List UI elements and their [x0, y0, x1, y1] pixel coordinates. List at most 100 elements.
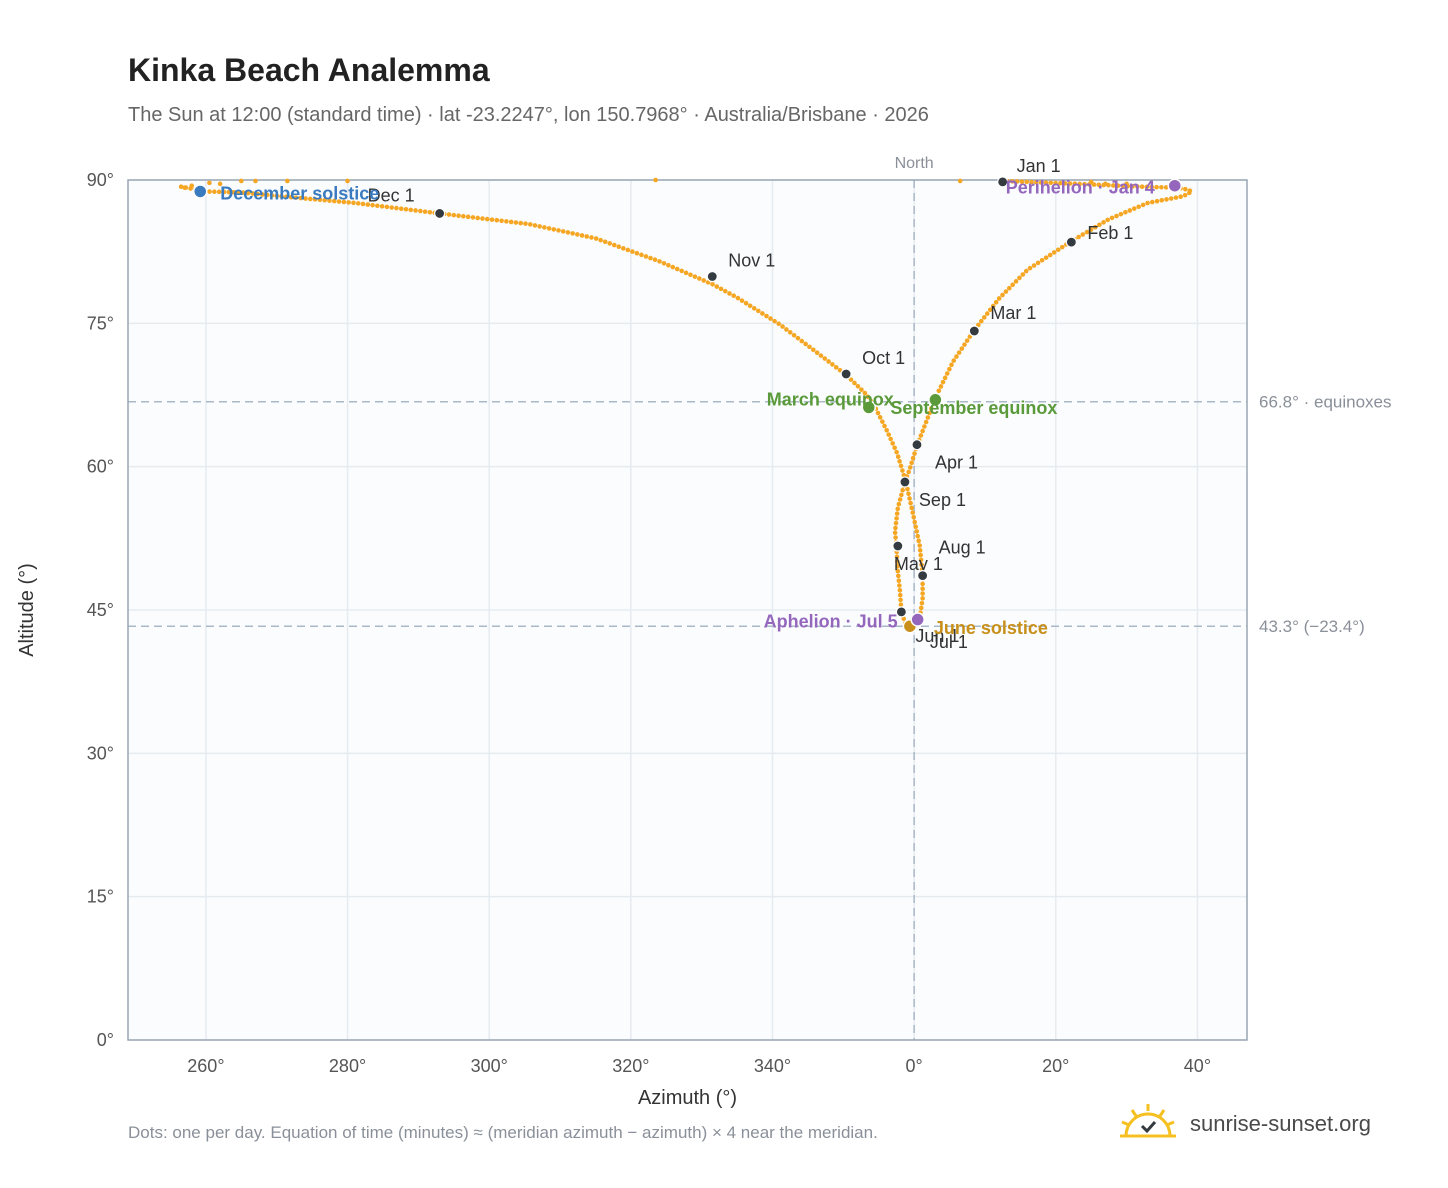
daily-dot: [915, 533, 921, 539]
daily-dot: [384, 204, 390, 210]
x-tick-label: 260°: [187, 1056, 224, 1076]
daily-dot: [575, 232, 580, 237]
daily-dot: [814, 350, 820, 355]
daily-dot: [928, 406, 934, 411]
daily-dot: [888, 436, 893, 442]
event-label: June solstice: [934, 618, 1048, 638]
daily-dot: [1023, 268, 1029, 274]
daily-dot: [976, 322, 981, 328]
daily-dot: [451, 212, 457, 218]
daily-dot: [897, 587, 903, 593]
month-label: Jun 1: [915, 626, 959, 646]
daily-dot: [1096, 182, 1102, 188]
daily-dot: [996, 296, 1002, 301]
daily-dot: [697, 276, 702, 281]
daily-dot: [940, 379, 946, 385]
daily-dot: [987, 307, 993, 313]
daily-dot: [255, 191, 260, 197]
daily-dot: [312, 197, 318, 202]
daily-dot: [1127, 208, 1133, 213]
daily-dot: [919, 600, 925, 606]
sun-check-icon: [1120, 1104, 1176, 1138]
daily-dot: [370, 202, 375, 208]
month-marker: [899, 476, 911, 488]
daily-dot: [944, 371, 950, 376]
daily-dot: [907, 465, 913, 470]
daily-dot: [1017, 275, 1022, 281]
daily-dot: [701, 278, 707, 283]
daily-dot: [862, 390, 868, 396]
daily-dot: [182, 185, 187, 190]
daily-dot: [674, 266, 680, 272]
daily-dot: [634, 250, 640, 256]
daily-dot: [584, 234, 590, 239]
daily-dot: [308, 196, 313, 202]
daily-dot: [951, 358, 957, 363]
daily-dot: [877, 415, 883, 420]
y-tick-label: 60°: [87, 457, 114, 477]
daily-dot: [918, 552, 923, 558]
x-tick-label: 40°: [1184, 1056, 1211, 1076]
daily-dot: [1187, 190, 1192, 196]
daily-dot: [882, 423, 887, 429]
daily-dot: [461, 213, 466, 219]
daily-dot: [897, 583, 902, 588]
daily-dot: [607, 241, 613, 246]
daily-dot: [418, 208, 423, 214]
daily-dot: [942, 375, 948, 381]
daily-dot: [648, 255, 653, 261]
daily-dot: [688, 272, 693, 278]
daily-dot: [216, 189, 222, 195]
daily-dot: [898, 602, 904, 607]
daily-dot: [911, 514, 917, 520]
daily-dot: [920, 596, 925, 601]
daily-dot: [653, 177, 658, 183]
month-label: Apr 1: [935, 453, 978, 473]
daily-dot: [346, 200, 351, 205]
daily-dot: [896, 578, 902, 584]
daily-dot: [896, 573, 901, 579]
daily-dot: [936, 388, 942, 394]
daily-dot: [666, 262, 671, 268]
daily-dot: [925, 415, 931, 420]
daily-dot: [1164, 197, 1169, 202]
daily-dot: [710, 282, 715, 287]
daily-dot: [949, 362, 954, 368]
daily-dot: [909, 460, 914, 466]
x-tick-label: 20°: [1042, 1056, 1069, 1076]
daily-dot: [1120, 183, 1126, 189]
daily-dot: [913, 524, 919, 530]
daily-dot: [1136, 204, 1141, 210]
daily-dot: [322, 197, 327, 203]
daily-dot: [1144, 184, 1150, 190]
daily-dot: [892, 445, 897, 451]
month-marker: [911, 439, 923, 451]
daily-dot: [518, 220, 524, 226]
daily-dot: [341, 199, 347, 205]
daily-dot: [784, 327, 789, 332]
daily-dot: [398, 206, 404, 211]
daily-dot: [1182, 192, 1188, 198]
daily-dot: [1092, 224, 1098, 230]
daily-dot: [226, 189, 232, 195]
daily-dot: [317, 197, 323, 203]
daily-dot: [920, 591, 925, 596]
daily-dot: [1003, 289, 1009, 294]
plot-frame: [127, 179, 1248, 1041]
event-label: March equinox: [767, 389, 894, 409]
daily-dot: [692, 274, 698, 279]
month-marker: [917, 569, 929, 582]
daily-dot: [1118, 211, 1124, 217]
month-label: May 1: [894, 554, 943, 574]
daily-dot: [727, 291, 732, 296]
daily-dot: [826, 359, 831, 364]
daily-dot: [1076, 234, 1081, 240]
daily-dot: [1058, 180, 1063, 186]
daily-dot: [422, 209, 428, 214]
daily-dot: [1114, 213, 1119, 219]
daily-dot: [895, 564, 900, 569]
daily-dot: [360, 201, 366, 207]
daily-dot: [1131, 206, 1137, 211]
daily-dot: [875, 410, 881, 416]
